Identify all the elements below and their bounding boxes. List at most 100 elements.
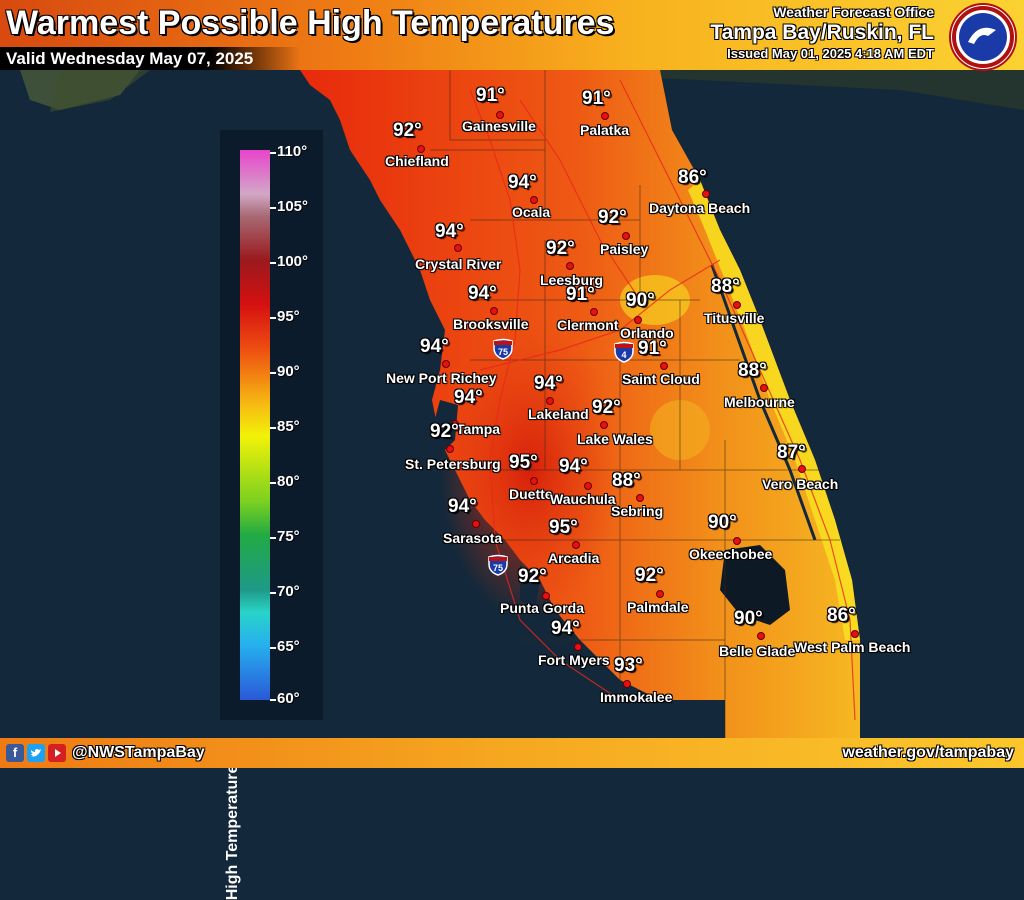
office-info: Weather Forecast Office Tampa Bay/Ruskin… xyxy=(710,4,934,61)
city-temp: 88° xyxy=(711,276,740,297)
legend-tick xyxy=(270,537,276,539)
city-marker xyxy=(634,316,642,324)
city-marker xyxy=(622,232,630,240)
city-marker xyxy=(590,308,598,316)
city-name: Palatka xyxy=(580,122,630,138)
city-temp: 95° xyxy=(549,517,578,538)
city-name: Sarasota xyxy=(443,530,503,546)
issued-time: Issued May 01, 2025 4:18 AM EDT xyxy=(727,46,934,61)
lake-okeechobee xyxy=(720,545,790,625)
city-name: Arcadia xyxy=(548,550,600,566)
city-temp: 94° xyxy=(420,336,449,357)
city-temp: 92° xyxy=(393,120,422,141)
temperature-legend: 110° 105° 100° 95° 90° 85° 80° 75° 70° 6… xyxy=(220,130,323,720)
city-temp: 94° xyxy=(551,618,580,639)
city-marker xyxy=(660,362,668,370)
city-marker xyxy=(636,494,644,502)
office-line2: Tampa Bay/Ruskin, FL xyxy=(710,21,934,44)
city-name: Palmdale xyxy=(627,599,689,615)
legend-tick xyxy=(270,262,276,264)
city-marker xyxy=(757,632,765,640)
city-name: Orlando xyxy=(620,325,674,341)
city-name: Crystal River xyxy=(415,256,502,272)
city-marker xyxy=(733,301,741,309)
city-marker xyxy=(446,445,454,453)
city-name: West Palm Beach xyxy=(794,639,911,655)
valid-date: Valid Wednesday May 07, 2025 xyxy=(6,49,254,68)
interstate-shield-icon: 4 xyxy=(613,341,634,363)
city-temp: 92° xyxy=(592,397,621,418)
city-marker xyxy=(451,420,459,428)
legend-label: 70° xyxy=(277,583,300,600)
city-marker xyxy=(760,384,768,392)
city-name: Brooksville xyxy=(453,316,529,332)
city-name: Chiefland xyxy=(385,153,449,169)
florida-map xyxy=(20,70,1024,738)
city-marker xyxy=(733,537,741,545)
city-temp: 94° xyxy=(468,283,497,304)
city-name: Lake Wales xyxy=(577,431,653,447)
city-name: Saint Cloud xyxy=(622,371,700,387)
city-name: Ocala xyxy=(512,204,551,220)
city-temp: 86° xyxy=(827,605,856,626)
city-name: Sebring xyxy=(611,503,664,519)
office-line1: Weather Forecast Office xyxy=(773,4,934,20)
twitter-icon[interactable] xyxy=(27,744,45,762)
legend-label: 60° xyxy=(277,690,300,707)
shield-number: 75 xyxy=(493,563,503,573)
city-marker xyxy=(530,477,538,485)
website-link[interactable]: weather.gov/tampabay xyxy=(842,744,1014,761)
city-temp: 87° xyxy=(777,442,806,463)
nws-logo-icon xyxy=(948,2,1018,72)
city-temp: 94° xyxy=(508,172,537,193)
city-temp: 94° xyxy=(454,387,483,408)
city-name: Tampa xyxy=(456,421,501,437)
city-name: Fort Myers xyxy=(538,652,610,668)
city-marker xyxy=(600,421,608,429)
city-name: Belle Glade xyxy=(719,643,796,659)
city-name: Titusville xyxy=(704,310,765,326)
legend-label: 90° xyxy=(277,363,300,380)
city-marker xyxy=(656,590,664,598)
facebook-icon[interactable]: f xyxy=(6,744,24,762)
interstate-shield-icon: 75 xyxy=(487,554,508,576)
legend-tick xyxy=(270,427,276,429)
legend-label: 100° xyxy=(277,253,309,270)
shield-number: 4 xyxy=(621,350,626,360)
footer-bar xyxy=(0,738,1024,768)
city-name: Melbourne xyxy=(724,394,795,410)
legend-tick xyxy=(270,372,276,374)
city-marker xyxy=(584,482,592,490)
city-temp: 88° xyxy=(738,360,767,381)
city-temp: 92° xyxy=(430,421,459,442)
city-temp: 91° xyxy=(476,85,505,106)
city-name: Gainesville xyxy=(462,118,536,134)
valid-bar xyxy=(0,47,300,70)
city-name: New Port Richey xyxy=(386,370,497,386)
shield-number: 75 xyxy=(498,347,508,357)
city-temp: 94° xyxy=(448,496,477,517)
city-temp: 93° xyxy=(614,655,643,676)
city-marker xyxy=(623,680,631,688)
city-marker xyxy=(702,190,710,198)
legend-label: 85° xyxy=(277,418,300,435)
legend-tick xyxy=(270,152,276,154)
interstate-shield-icon: 75 xyxy=(492,338,513,360)
city-marker xyxy=(542,592,550,600)
legend-label: 95° xyxy=(277,308,300,325)
social-handle[interactable]: @NWSTampaBay xyxy=(72,744,205,761)
city-temp: 95° xyxy=(509,452,538,473)
city-name: Paisley xyxy=(600,241,649,257)
color-scale-bar xyxy=(240,150,270,700)
city-temp: 94° xyxy=(435,221,464,242)
city-marker xyxy=(798,465,806,473)
city-temp: 90° xyxy=(626,290,655,311)
legend-label: 105° xyxy=(277,198,309,215)
youtube-icon[interactable] xyxy=(48,744,66,762)
legend-tick xyxy=(270,207,276,209)
legend-tick xyxy=(270,482,276,484)
city-marker xyxy=(496,111,504,119)
city-name: Vero Beach xyxy=(762,476,839,492)
city-name: Immokalee xyxy=(600,689,673,705)
legend-label: 65° xyxy=(277,638,300,655)
